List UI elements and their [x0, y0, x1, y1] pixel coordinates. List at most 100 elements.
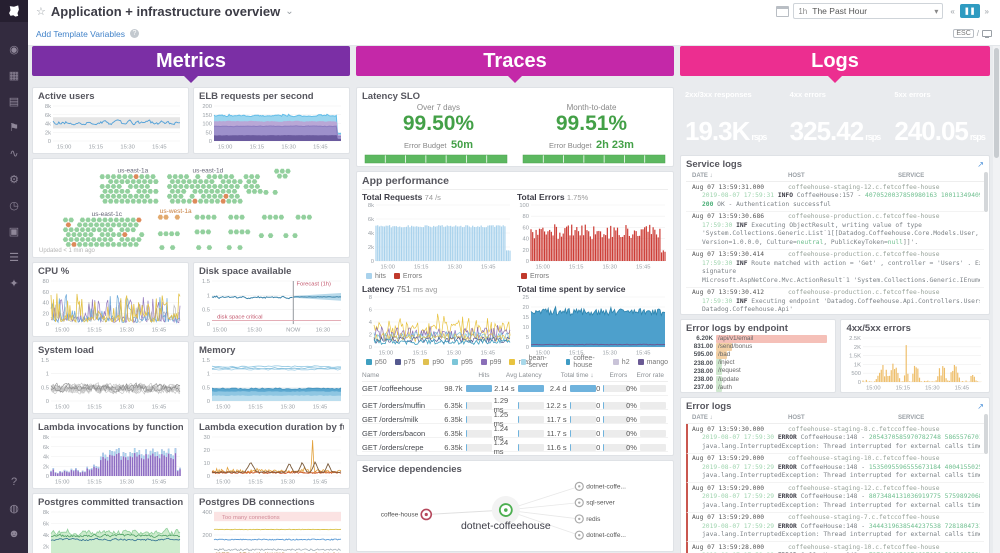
total-time-chart[interactable]: 25 20 15 10 5 0 15:00 15:15 15:30 15:45 [517, 294, 668, 356]
sidebar-item-notebooks[interactable]: ▣ [0, 218, 28, 244]
sidebar-item-apm[interactable]: ◷ [0, 192, 28, 218]
disk-space-chart[interactable]: 1.5 1 0.5 0 disk space critical Forecast (1h)… [199, 278, 344, 333]
col-hits[interactable]: Hits [478, 372, 490, 379]
stat-tile[interactable]: 2xx/3xx responses 19.3K rsps [680, 87, 781, 151]
time-forward-button[interactable]: » [984, 6, 989, 16]
svg-text:15:00: 15:00 [212, 328, 227, 334]
lambda-invocations-chart[interactable]: 8k 6k 4k 2k 0 15:00 15:15 15:30 15:45 [38, 434, 183, 485]
sidebar-item-user[interactable]: ☻ [0, 521, 28, 547]
col-total-time[interactable]: Total time ↓ [560, 372, 594, 379]
log-row[interactable]: Aug 07 13:59:31.000 coffeehouse-staging-1… [686, 182, 984, 212]
system-load-card: System load 1.5 1 0.5 0 15:00 15:15 15:30 15:45 [32, 341, 189, 414]
toplist-row[interactable]: 6.20K /api/v1/email [686, 334, 830, 343]
slo-bar-week[interactable]: Aug Fri 2 Sat 3 Aug 4 Mon 5 Tue 6 Wed 7 [362, 153, 510, 166]
error-log-row[interactable]: Aug 07 13:59:29.000 coffeehouse-staging-1… [686, 483, 984, 513]
time-range-select[interactable]: 1h The Past Hour ▾ [793, 3, 944, 19]
section-title: App performance [362, 175, 668, 190]
col-service[interactable]: SERVICE [898, 415, 925, 421]
col-host[interactable]: HOST [788, 415, 805, 421]
toplist-endpoint: /send/bonus [718, 342, 753, 350]
toplist-row[interactable]: 238.00 /inject [686, 359, 830, 368]
help-icon[interactable]: ? [130, 29, 139, 38]
favorite-star-icon[interactable]: ☆ [36, 5, 46, 18]
sidebar-item-monitors[interactable]: ⚑ [0, 114, 28, 140]
error-log-row[interactable]: Aug 07 13:59:29.000 coffeehouse-staging-1… [686, 453, 984, 483]
memory-chart[interactable]: 1.5 1 0.5 0 15:00 15:15 15:30 15:45 [199, 357, 344, 410]
sidebar-item-logs[interactable]: ☰ [0, 244, 28, 270]
table-row-GET /orders/bacon[interactable]: GET /orders/bacon 6.35k 1.24 ms 11.7 s 0… [362, 424, 668, 442]
chevron-down-icon[interactable]: ⌄ [285, 5, 294, 17]
log-row[interactable]: Aug 07 13:59:30.414 coffeehouse-productio… [686, 250, 984, 288]
table-row-GET /orders/crepe[interactable]: GET /orders/crepe 6.35k 1.24 ms 11.6 s 0… [362, 438, 668, 455]
col-date[interactable]: DATE ↓ [692, 173, 713, 179]
fullscreen-icon[interactable] [982, 30, 992, 38]
toplist-row[interactable]: 237.00 /auth [686, 383, 830, 392]
system-load-chart[interactable]: 1.5 1 0.5 0 15:00 15:15 15:30 15:45 [38, 357, 183, 410]
error-log-row[interactable]: Aug 07 13:59:28.000 coffeehouse-staging-1… [686, 542, 984, 553]
nav-icon: ☰ [9, 251, 19, 264]
table-row-GET /coffeehouse[interactable]: GET /coffeehouse 98.7k 2.14 s 2.4 d 0 0% [362, 382, 668, 396]
sidebar-item-metrics[interactable]: ∿ [0, 140, 28, 166]
error-log-row[interactable]: Aug 07 13:59:30.000 coffeehouse-staging-8… [686, 424, 984, 454]
calendar-icon[interactable] [776, 5, 790, 17]
latency-chart[interactable]: 8 6 4 2 0 15:00 15:15 15:30 15:45 [362, 294, 513, 356]
col-name[interactable]: Name [362, 372, 380, 379]
log-row[interactable]: Aug 07 13:59:30.412 coffeehouse-productio… [686, 288, 984, 315]
col-error-rate[interactable]: Error rate [636, 372, 664, 379]
col-host[interactable]: HOST [788, 173, 805, 179]
sidebar-item-settings[interactable]: ◍ [0, 495, 28, 521]
log-host: coffeehouse-staging-12.c.fetch-171516.in… [788, 484, 894, 492]
hostmap-chart[interactable]: us-east-1a us-east-1d us-east-1c us-west-1a [38, 162, 344, 254]
sidebar-item-dashboards[interactable]: ▦ [0, 62, 28, 88]
add-template-variables-link[interactable]: Add Template Variables [36, 28, 125, 39]
log-row[interactable]: Aug 07 13:59:30.686 coffeehouse-productio… [686, 212, 984, 250]
elb-requests-chart[interactable]: 200 150 100 50 0 15:00 15:15 15:30 15:45 [199, 103, 344, 150]
dashboard-title[interactable]: Application + infrastructure overview [50, 3, 281, 19]
lambda-duration-chart[interactable]: 30 20 10 0 15:00 15:15 15:30 15:45 [199, 434, 344, 485]
toplist-row[interactable]: 238.00 /request [686, 367, 830, 376]
cpu-chart[interactable]: 80 60 40 20 0 15:00 15:15 15:30 15:45 [38, 278, 183, 333]
col-service[interactable]: SERVICE [898, 173, 925, 179]
col-errors[interactable]: Errors [609, 372, 628, 379]
toplist-row[interactable]: 595.00 /bad [686, 350, 830, 359]
stat-tile[interactable]: 5xx errors 240.05 rsps [889, 87, 990, 151]
col-avg-latency[interactable]: Avg Latency [505, 372, 542, 379]
open-in-log-explorer-icon[interactable]: ↗ [977, 402, 984, 411]
slo-bar-month[interactable]: Aug Fri 2 Sat 3 Aug 4 Mon 5 Tue 6 Wed 7 [520, 153, 668, 166]
sidebar-item-help[interactable]: ? [0, 469, 28, 495]
active-users-chart[interactable]: 8k 6k 4k 2k 0 15:00 15:15 15:30 15:45 [38, 103, 183, 150]
svg-text:2.5K: 2.5K [850, 336, 862, 342]
open-in-log-explorer-icon[interactable]: ↗ [977, 160, 984, 169]
total-requests-chart[interactable]: 8k 6k 4k 2k 0 15:00 15:15 15:30 15:45 [362, 202, 513, 270]
total-time-value: 11.6 s [546, 442, 567, 452]
sidebar-item-integrations[interactable]: ⚙ [0, 166, 28, 192]
total-errors-chart[interactable]: 100 80 60 40 20 0 15:00 15:15 15:30 15:45 [517, 202, 668, 270]
col-date[interactable]: DATE ↓ [692, 415, 713, 421]
table-row-GET /orders/muffin[interactable]: GET /orders/muffin 6.35k 1.29 ms 12.2 s … [362, 396, 668, 414]
4xx-5xx-chart[interactable]: 2.5K 2K 1.5K 1K 500 0 15:00 15:15 15:30 15:45 [846, 335, 984, 391]
time-back-button[interactable]: « [950, 6, 955, 16]
log-service: coffee-house [894, 455, 940, 462]
service-map[interactable]: coffee-house dotnet-coffeehouse dotnet-cof… [362, 476, 668, 550]
inner-scrollbar[interactable] [984, 414, 988, 454]
toplist-row[interactable]: 238.00 /update [686, 375, 830, 384]
stat-tile[interactable]: 4xx errors 325.42 rsps [785, 87, 886, 151]
sidebar-item-security[interactable]: ✦ [0, 270, 28, 296]
legend-item: h2 [612, 359, 630, 366]
error-log-row[interactable]: Aug 07 13:59:29.000 coffeehouse-staging-7… [686, 512, 984, 542]
sidebar-item-infrastructure[interactable]: ▤ [0, 88, 28, 114]
tile-value: 19.3K [685, 116, 750, 146]
svg-text:dotnet-coffeehouse: dotnet-coffeehouse [461, 520, 551, 532]
time-pause-button[interactable]: ❚❚ [959, 4, 980, 18]
sidebar-item-watchdog[interactable]: ◉ [0, 36, 28, 62]
table-row-GET /orders/milk[interactable]: GET /orders/milk 6.35k 1.25 ms 11.7 s 0 … [362, 410, 668, 428]
postgres-connections-chart[interactable]: 4002000Too many connections15:0015:1515:… [199, 509, 344, 553]
scrollbar-thumb[interactable] [994, 48, 999, 158]
inner-scrollbar[interactable] [984, 172, 988, 212]
toplist-row[interactable]: 831.00 /send/bonus [686, 342, 830, 351]
toplist-row[interactable]: 237.00 /metric-base [716, 391, 753, 392]
page-scrollbar[interactable] [993, 46, 1000, 553]
datadog-logo[interactable] [0, 0, 28, 22]
esc-key-hint[interactable]: ESC [953, 29, 974, 38]
